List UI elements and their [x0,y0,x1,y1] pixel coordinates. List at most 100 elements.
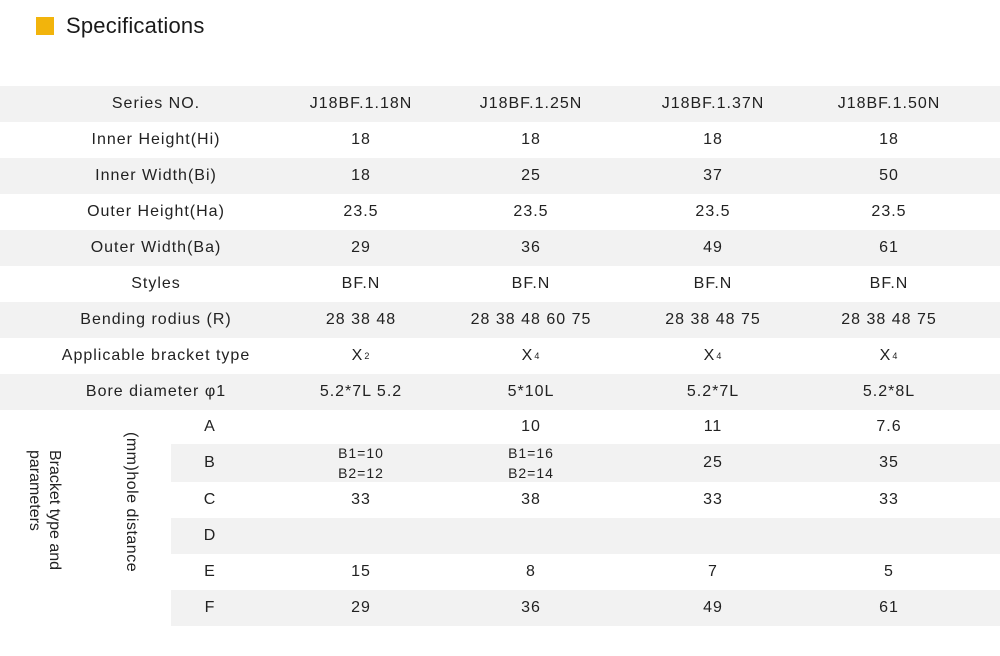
table-cell: 7.6 [876,418,902,435]
table-cell: 10 [521,418,541,435]
table-row-outer-width: Outer Width(Ba) 29 36 49 61 [0,230,1000,266]
cell-line: B2=12 [338,465,384,481]
table-cell: 23.5 [343,203,379,220]
table-cell: 28 38 48 75 [665,311,761,328]
table-row-bore-diameter: Bore diameter φ1 5.2*7L 5.2 5*10L 5.2*7L… [0,374,1000,410]
row-label: B [204,454,216,471]
table-cell: 18 [351,167,371,184]
table-cell: 23.5 [871,203,907,220]
table-cell: 5*10L [507,383,555,400]
row-label: A [204,418,216,435]
table-cell [450,518,612,554]
row-label: Inner Height(Hi) [91,131,221,148]
bracket-subscript: 4 [892,351,899,361]
table-cell [806,518,972,554]
table-cell [620,518,806,554]
table-cell: J18BF.1.18N [309,95,413,112]
table-cell: 5.2*8L [862,383,916,400]
table-cell: 33 [351,491,371,508]
table-cell: 5 [884,563,894,580]
table-cell: BF.N [341,275,381,292]
table-cell: 49 [703,239,723,256]
table-row-bracket-d: D [171,518,1000,554]
table-row-outer-height: Outer Height(Ha) 23.5 23.5 23.5 23.5 [0,194,1000,230]
table-cell: 28 38 48 75 [841,311,937,328]
table-row-bracket-e: E 15 8 7 5 [171,554,1000,590]
cell-line: B1=16 [508,445,554,461]
cell-line: B1=10 [338,445,384,461]
table-cell: B1=10 B2=12 [272,444,450,482]
table-cell: BF.N [693,275,733,292]
bracket-letter: X [879,347,892,364]
table-cell: 18 [521,131,541,148]
table-cell: 25 [703,454,723,471]
table-cell: 49 [703,599,723,616]
section-header: Specifications [36,12,205,40]
table-cell: 38 [521,491,541,508]
table-cell [272,518,450,554]
table-cell: 8 [526,563,536,580]
row-label: Applicable bracket type [61,347,251,364]
table-cell: B1=16 B2=14 [450,444,612,482]
table-cell: 37 [703,167,723,184]
table-cell: 61 [879,239,899,256]
table-cell: 5.2*7L 5.2 [319,383,403,400]
table-cell: 29 [351,239,371,256]
table-cell: 50 [879,167,899,184]
table-cell: 36 [521,599,541,616]
row-label: Bore diameter φ1 [85,383,227,400]
table-cell: 29 [351,599,371,616]
table-cell: 18 [351,131,371,148]
table-cell: 33 [879,491,899,508]
hole-distance-label: (mm)hole distance [123,432,140,573]
table-cell: 36 [521,239,541,256]
table-cell: 28 38 48 [325,311,397,328]
table-cell: 15 [351,563,371,580]
row-label: F [204,599,216,616]
table-row-series-no: Series NO. J18BF.1.18N J18BF.1.25N J18BF… [0,86,1000,122]
table-cell: 35 [879,454,899,471]
table-cell [272,410,450,444]
row-label: Outer Height(Ha) [87,203,225,220]
table-cell: 11 [703,418,723,435]
bracket-letter: X [351,347,364,364]
table-cell: 28 38 48 60 75 [470,311,592,328]
table-cell: 7 [708,563,718,580]
table-cell: BF.N [511,275,551,292]
table-row-inner-width: Inner Width(Bi) 18 25 37 50 [0,158,1000,194]
bracket-subscript: 4 [716,351,723,361]
bracket-subscript: 4 [534,351,541,361]
table-row-bracket-b: B B1=10 B2=12 B1=16 B2=14 25 35 [171,444,1000,482]
row-label: Outer Width(Ba) [90,239,222,256]
table-cell: 18 [879,131,899,148]
bracket-letter: X [521,347,534,364]
row-label: Inner Width(Bi) [95,167,217,184]
table-cell: 33 [703,491,723,508]
table-cell: J18BF.1.50N [837,95,941,112]
bracket-group-label: Bracket type and parameters [26,450,63,571]
section-marker-icon [36,17,54,35]
bracket-subscript: 2 [364,351,371,361]
row-label: E [204,563,216,580]
row-label: Series NO. [111,95,201,112]
table-row-bending-radius: Bending rodius (R) 28 38 48 28 38 48 60 … [0,302,1000,338]
table-cell: 5.2*7L [686,383,740,400]
row-label: Bending rodius (R) [80,311,232,328]
row-label: D [203,527,217,544]
table-cell: 25 [521,167,541,184]
cell-line: B2=14 [508,465,554,481]
table-cell: 18 [703,131,723,148]
table-row-bracket-a: A 10 11 7.6 [171,410,1000,444]
table-row-inner-height: Inner Height(Hi) 18 18 18 18 [0,122,1000,158]
table-cell: 61 [879,599,899,616]
table-cell: 23.5 [695,203,731,220]
table-cell: BF.N [869,275,909,292]
table-cell: 23.5 [513,203,549,220]
table-row-styles: Styles BF.N BF.N BF.N BF.N [0,266,1000,302]
section-title: Specifications [66,13,205,38]
